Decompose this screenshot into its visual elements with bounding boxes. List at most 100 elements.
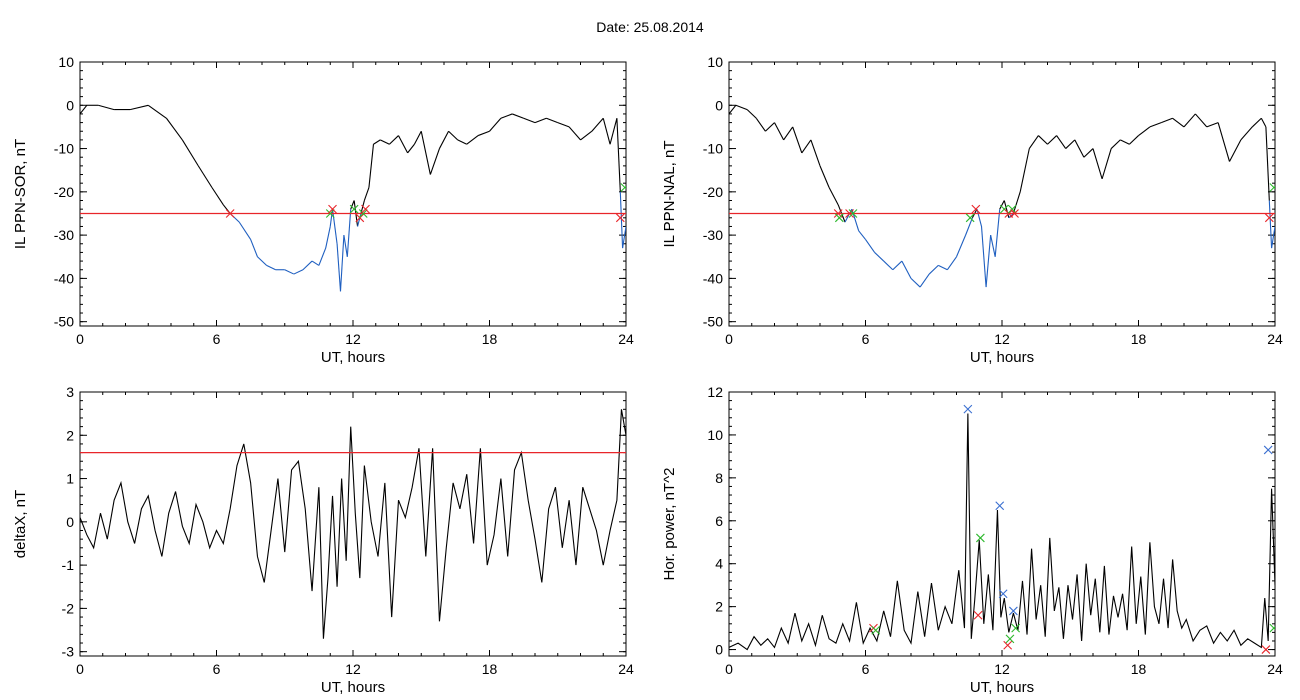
y-tick-label: -50: [703, 314, 723, 330]
event-marker: [225, 209, 235, 218]
series-segment: [1120, 139, 1130, 145]
event-marker: [871, 625, 881, 635]
marker-stroke: [971, 204, 981, 214]
marker-stroke: [998, 589, 1008, 599]
y-tick-label: 0: [66, 97, 74, 113]
series-segment: [1271, 226, 1275, 249]
series-segment: [965, 217, 973, 236]
event-marker: [973, 610, 983, 620]
series-segment: [735, 104, 748, 111]
plot-area: [729, 104, 1275, 288]
marker-stroke: [999, 204, 1009, 214]
series-segment: [591, 117, 604, 132]
series-segment: [883, 260, 894, 271]
series-segment: [874, 252, 885, 262]
marker-stroke: [1261, 645, 1271, 654]
series-segment: [783, 126, 794, 141]
series-segment: [609, 118, 618, 145]
marker-stroke: [620, 185, 626, 192]
y-tick-label: 4: [715, 556, 723, 572]
x-axis-label: UT, hours: [321, 349, 385, 366]
y-tick-label: 0: [715, 97, 723, 113]
series-segment: [1149, 122, 1162, 128]
y-tick-label: -1: [62, 557, 75, 573]
chart-nal: 0 6 12 18 24 10 0 -10 -20 -30 -40 -50 UT, hours IL PP…: [661, 54, 1283, 366]
event-marker: [845, 209, 854, 218]
x-tick-label: 18: [482, 331, 498, 347]
event-marker: [834, 213, 844, 223]
x-tick-label: 0: [725, 331, 733, 347]
series-segment: [373, 139, 381, 145]
x-tick-label: 18: [482, 661, 498, 677]
series-line: [729, 413, 1275, 651]
x-tick-label: 0: [76, 661, 84, 677]
y-tick-label: -40: [54, 270, 74, 286]
chart-deltax: 0 6 12 18 24 3 2 1 0 -1 -2 -3 UT, hours deltaX, nT: [12, 384, 634, 696]
y-tick-label: 10: [707, 427, 723, 443]
series-segment: [1229, 139, 1242, 162]
series-segment: [946, 256, 957, 271]
event-marker: [1264, 213, 1274, 223]
plot-frame: [79, 61, 627, 327]
plot-area: [80, 104, 626, 292]
series-segment: [976, 209, 983, 227]
series-segment: [489, 117, 502, 132]
series-segment: [1251, 117, 1262, 128]
series-segment: [810, 139, 821, 167]
plot-frame: [728, 61, 1276, 327]
series-segment: [389, 135, 399, 145]
series-segment: [398, 135, 409, 154]
event-marker: [1261, 645, 1271, 654]
series-segment: [1083, 148, 1094, 158]
y-tick-label: 10: [58, 54, 74, 70]
series-segment: [1074, 139, 1085, 158]
series-segment: [828, 187, 839, 206]
series-segment: [546, 117, 558, 124]
series-segment: [1101, 148, 1112, 180]
x-tick-label: 6: [862, 661, 870, 677]
series-segment: [1129, 135, 1139, 145]
event-marker: [1269, 183, 1275, 192]
series-segment: [1110, 139, 1121, 149]
series-segment: [1056, 135, 1067, 149]
marker-stroke: [349, 204, 359, 214]
series-segment: [994, 209, 1001, 257]
series-segment: [166, 117, 183, 141]
series-segment: [901, 260, 912, 279]
date-title: Date: 25.08.2014: [596, 19, 704, 35]
event-marker: [328, 204, 337, 214]
series-segment: [1183, 113, 1196, 128]
marker-stroke: [1003, 640, 1013, 650]
y-tick-label: -20: [703, 184, 723, 200]
marker-stroke: [358, 209, 368, 218]
marker-stroke: [225, 209, 235, 218]
x-tick-label: 12: [994, 661, 1010, 677]
marker-stroke: [975, 533, 985, 543]
event-marker: [355, 213, 365, 223]
marker-stroke: [1005, 634, 1015, 644]
y-tick-label: -40: [703, 270, 723, 286]
series-segment: [1268, 200, 1273, 249]
y-tick-label: -20: [54, 184, 74, 200]
y-axis-label: Hor. power, nT^2: [661, 468, 678, 581]
marker-stroke: [834, 213, 844, 223]
y-tick-label: 2: [715, 599, 723, 615]
y-tick-label: -10: [54, 141, 74, 157]
y-tick-label: 6: [715, 513, 723, 529]
event-marker: [620, 183, 626, 192]
y-tick-label: 1: [66, 471, 74, 487]
series-segment: [238, 221, 252, 240]
x-tick-label: 6: [862, 331, 870, 347]
series-segment: [363, 187, 370, 201]
series-segment: [500, 113, 513, 119]
plot-frame: [79, 391, 627, 657]
x-axis-label: UT, hours: [970, 349, 1034, 366]
series-segment: [1028, 135, 1039, 149]
series-segment: [851, 208, 860, 231]
series-segment: [729, 104, 737, 115]
y-tick-label: 0: [715, 642, 723, 658]
event-marker: [995, 501, 1005, 511]
event-marker: [325, 209, 335, 218]
marker-stroke: [833, 209, 843, 218]
plot-area: [80, 409, 626, 639]
